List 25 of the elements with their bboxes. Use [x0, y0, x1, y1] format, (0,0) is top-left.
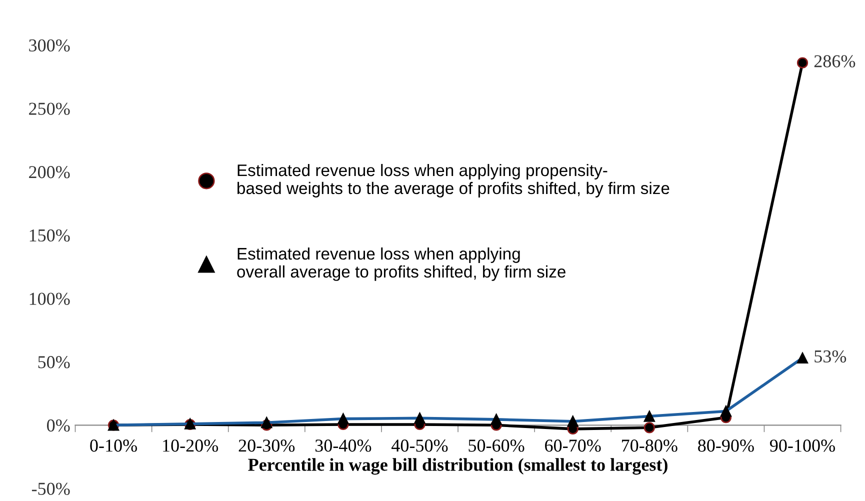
x-tick-label: 20-30% — [238, 440, 295, 452]
legend-label: Estimated revenue loss when applying overall average to profits shifted, by firm size — [237, 247, 566, 281]
x-tick-label: 0-10% — [90, 440, 137, 452]
y-tick-label: 50% — [38, 356, 70, 368]
x-tick-label: 30-40% — [315, 440, 372, 452]
data-label: 286% — [814, 55, 856, 68]
x-axis-title: Percentile in wage bill distribution (smallest to largest) — [248, 458, 668, 475]
y-tick-label: -50% — [32, 482, 70, 495]
x-tick-label: 80-90% — [698, 440, 754, 452]
y-tick-label: 100% — [30, 292, 70, 305]
x-tick-label: 60-70% — [545, 440, 601, 452]
x-tick-label: 70-80% — [622, 440, 678, 452]
y-tick-label: 200% — [29, 166, 70, 178]
x-tick-label: 90-100% — [770, 440, 835, 452]
point — [644, 422, 655, 434]
x-tick-label: 50-60% — [468, 440, 524, 452]
y-tick-label: 150% — [30, 229, 70, 242]
legend-label: Estimated revenue loss when applying propensity- based weights to the average of profits shifted, by firm size — [238, 164, 670, 198]
y-tick-label: 300% — [29, 39, 70, 52]
y-tick-label: 0% — [47, 419, 70, 432]
x-tick-label: 10-20% — [163, 440, 218, 452]
y-tick-label: 250% — [29, 102, 70, 115]
x-tick-label: 40-50% — [392, 440, 448, 452]
point — [796, 57, 808, 68]
data-label: 53% — [814, 350, 846, 363]
